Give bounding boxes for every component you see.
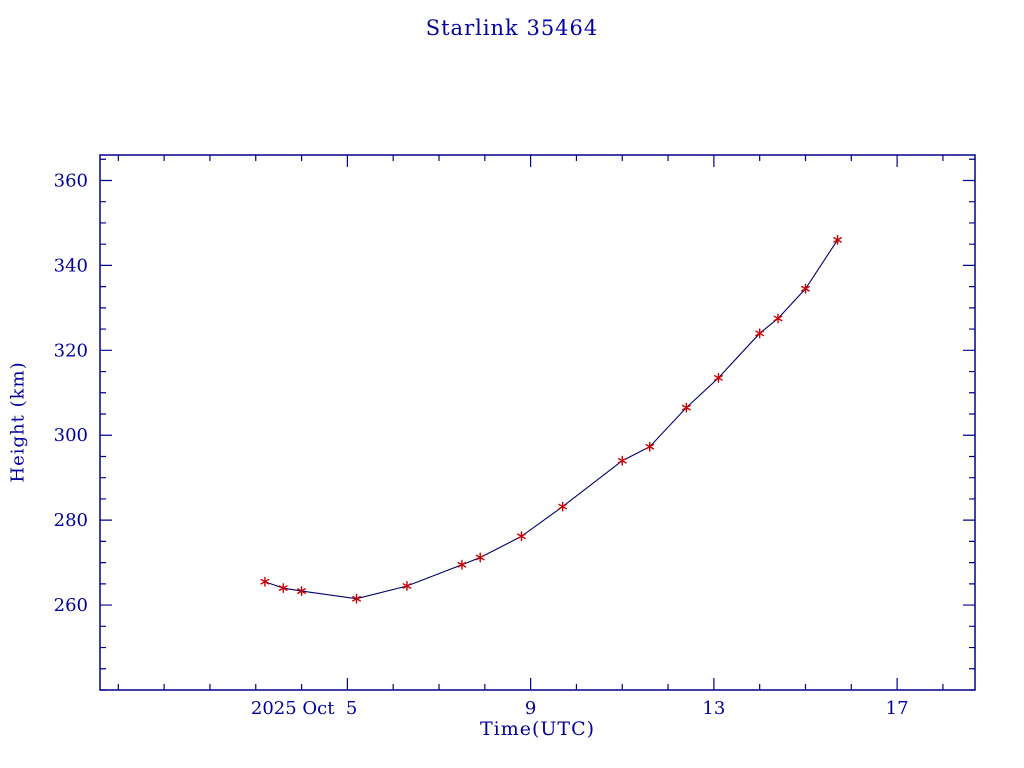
y-tick-label: 340 [54, 255, 88, 276]
x-tick-label: 2025 Oct 5 [251, 698, 358, 719]
y-tick-label: 360 [54, 170, 88, 191]
y-tick-label: 260 [54, 595, 88, 616]
chart-title: Starlink 35464 [425, 16, 599, 40]
x-tick-label: 13 [702, 698, 725, 719]
y-tick-label: 320 [54, 340, 88, 361]
axis-frame [99, 154, 976, 691]
data-line [264, 239, 839, 600]
x-axis-label: Time(UTC) [479, 718, 596, 740]
data-point-markers [260, 234, 842, 604]
y-tick-label: 300 [54, 425, 88, 446]
x-tick-label: 17 [886, 698, 909, 719]
x-tick-label: 9 [525, 698, 536, 719]
axis-ticks [100, 155, 975, 691]
y-tick-label: 280 [54, 510, 88, 531]
